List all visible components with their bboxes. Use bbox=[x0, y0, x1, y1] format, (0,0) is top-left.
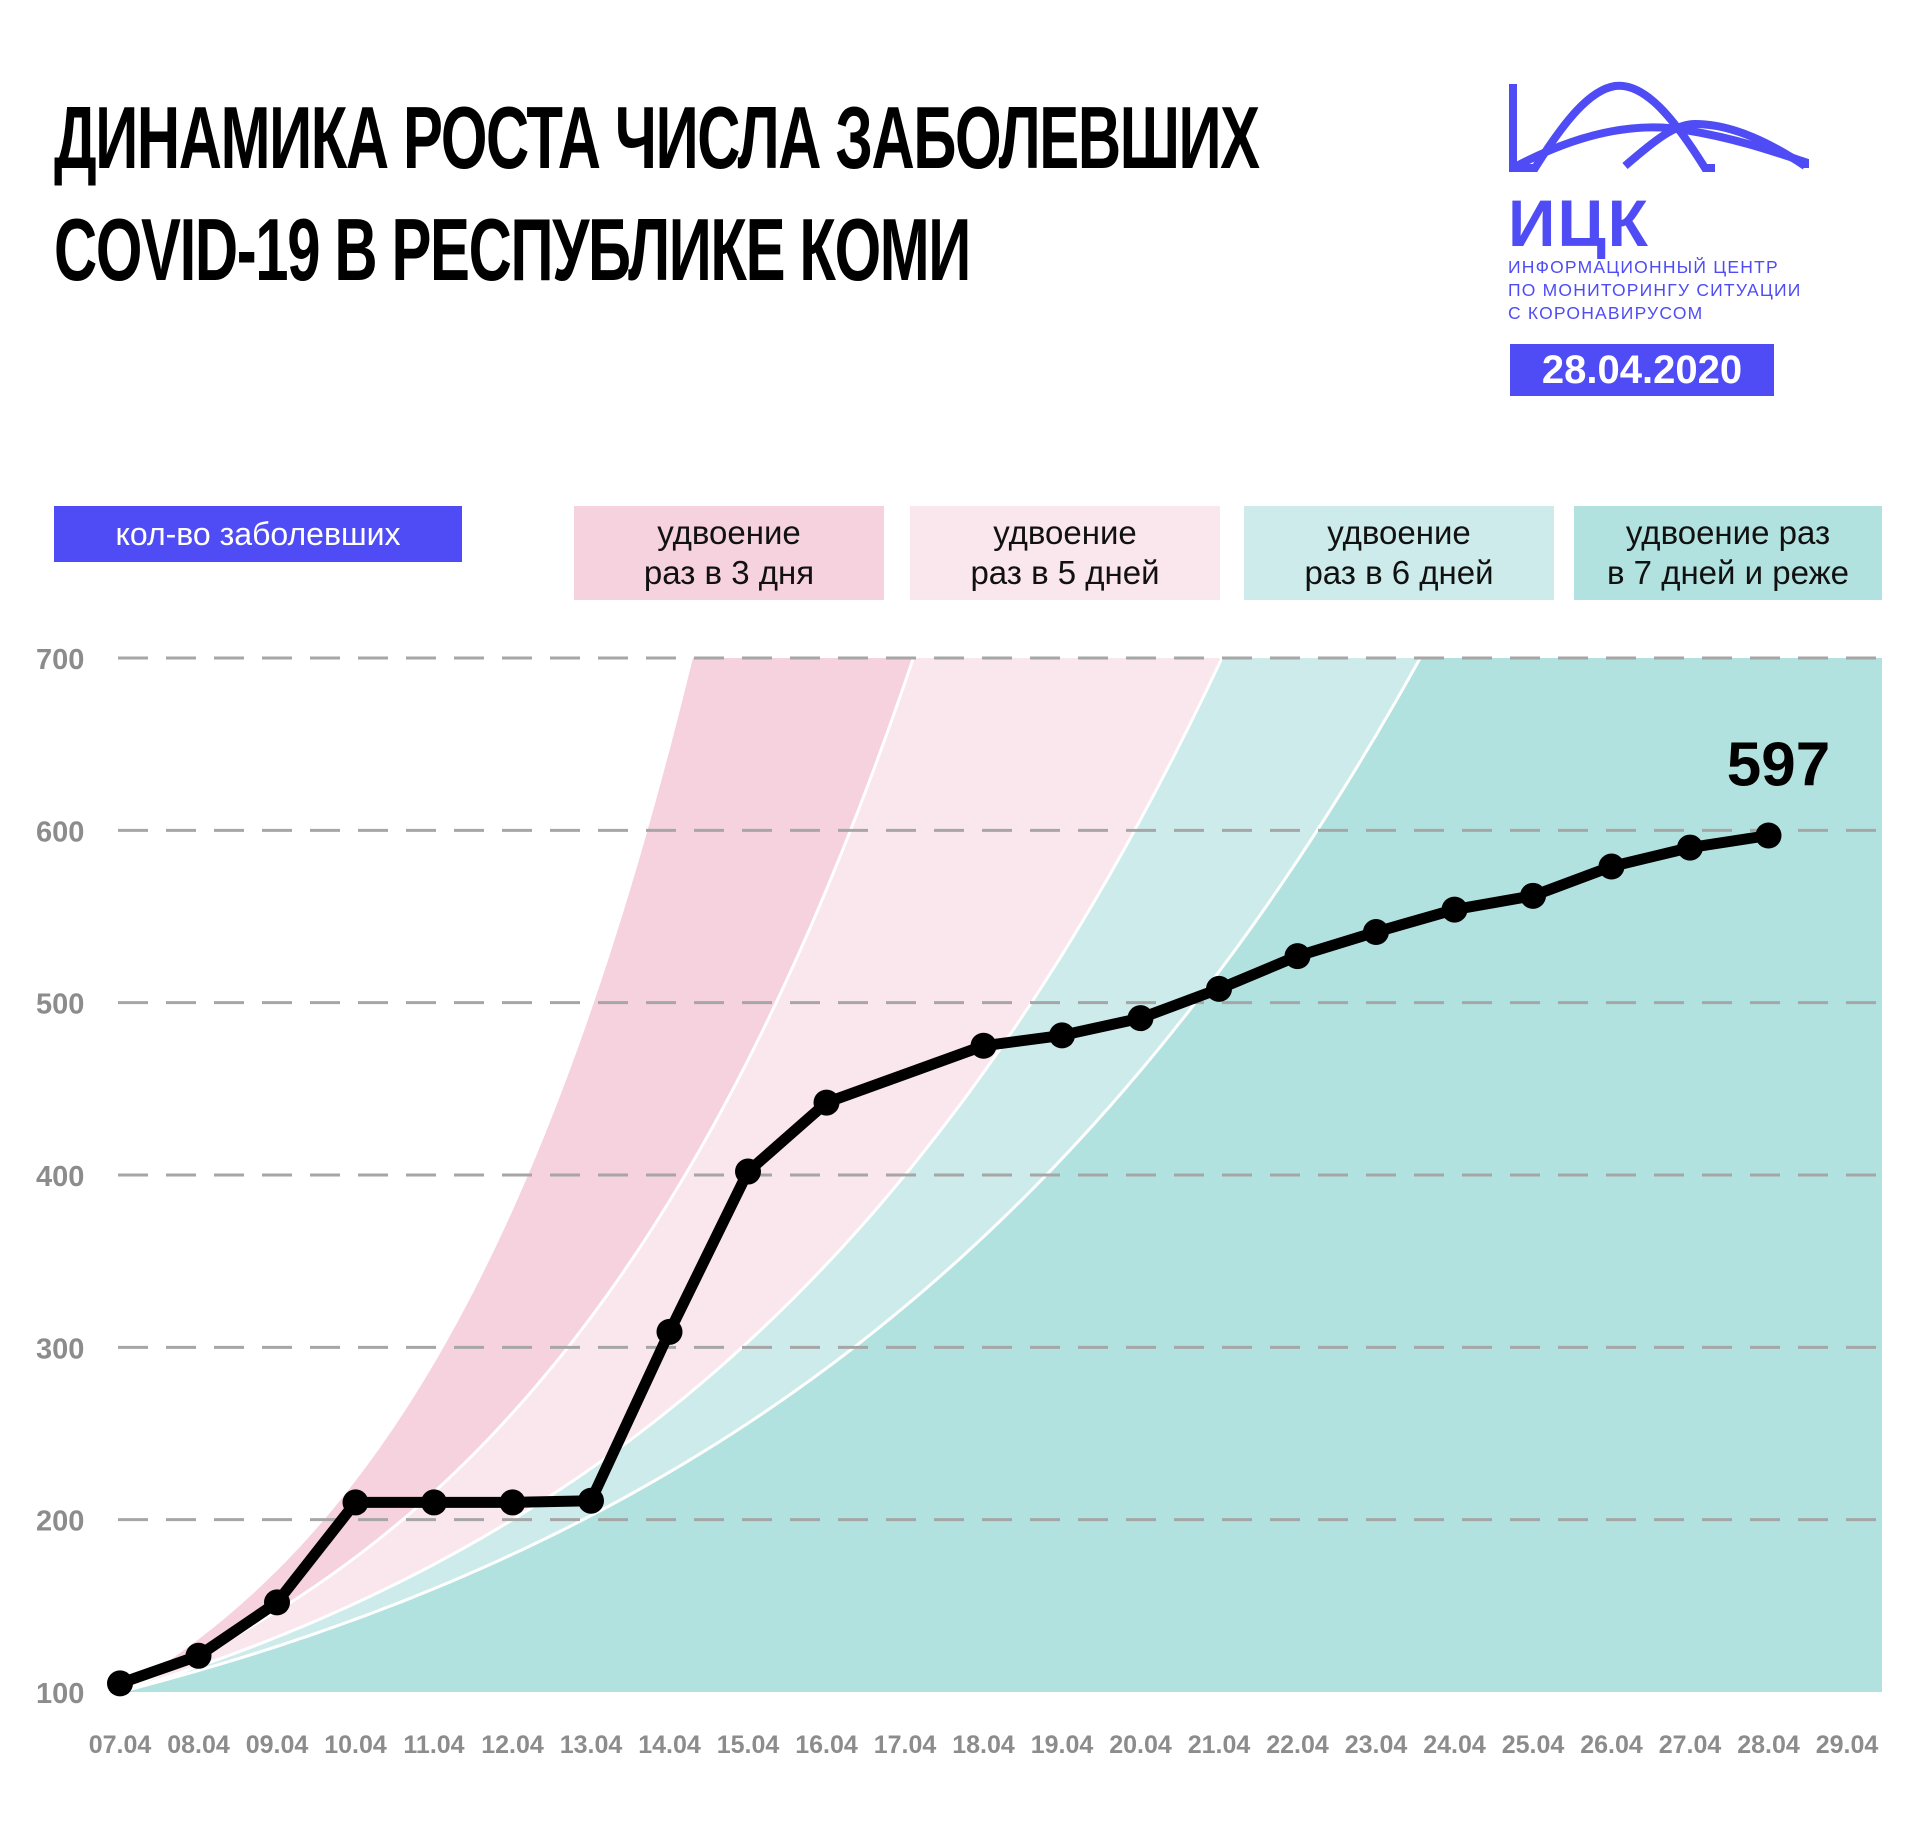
band-edge-6 bbox=[120, 658, 1224, 1692]
y-tick-label: 100 bbox=[36, 1678, 84, 1710]
x-tick-label: 11.04 bbox=[403, 1731, 464, 1759]
band-5-days bbox=[120, 658, 1222, 1692]
x-tick-label: 09.04 bbox=[246, 1731, 309, 1759]
legend-band-6-line-2: раз в 6 дней bbox=[1304, 554, 1494, 591]
x-tick-label: 24.04 bbox=[1423, 1731, 1486, 1759]
legend-band-7-days: удвоение раз в 7 дней и реже bbox=[1574, 506, 1882, 600]
logo-text-line-1: ИНФОРМАЦИОННЫЙ ЦЕНТР bbox=[1508, 257, 1779, 277]
data-point bbox=[970, 1032, 997, 1059]
legend-case-count: кол-во заболевших bbox=[54, 506, 462, 562]
data-point bbox=[264, 1589, 290, 1616]
x-tick-label: 10.04 bbox=[324, 1731, 387, 1759]
doubling-bands bbox=[120, 658, 1882, 1692]
x-tick-label: 17.04 bbox=[874, 1731, 937, 1759]
data-point bbox=[1755, 822, 1782, 849]
last-value-label: 597 bbox=[1727, 731, 1830, 800]
x-tick-label: 14.04 bbox=[638, 1731, 701, 1759]
annotations: 597 bbox=[1727, 731, 1830, 800]
logo-text-line-3: С КОРОНАВИРУСОМ bbox=[1508, 303, 1704, 323]
data-point bbox=[1284, 943, 1311, 970]
x-tick-label: 13.04 bbox=[560, 1731, 623, 1759]
data-point bbox=[499, 1489, 526, 1516]
legend-band-3-line-2: раз в 3 дня bbox=[643, 554, 815, 591]
grid-lines bbox=[118, 656, 1882, 1522]
x-tick-label: 19.04 bbox=[1031, 1731, 1094, 1759]
x-tick-label: 18.04 bbox=[952, 1731, 1015, 1759]
data-point bbox=[342, 1489, 369, 1516]
data-point bbox=[1363, 919, 1389, 946]
x-tick-label: 22.04 bbox=[1266, 1731, 1329, 1759]
data-point bbox=[656, 1318, 683, 1345]
legend-band-6-line-1: удвоение bbox=[1327, 514, 1471, 551]
data-point bbox=[1677, 834, 1703, 861]
y-tick-label: 300 bbox=[36, 1333, 84, 1365]
band-edge-5 bbox=[120, 658, 915, 1692]
y-tick-label: 600 bbox=[36, 816, 84, 848]
x-tick-label: 12.04 bbox=[481, 1731, 544, 1759]
legend-band-7-line-1: удвоение раз bbox=[1625, 514, 1831, 551]
data-point bbox=[813, 1089, 840, 1116]
logo-text-line-2: ПО МОНИТОРИНГУ СИТУАЦИИ bbox=[1508, 280, 1802, 300]
x-tick-label: 23.04 bbox=[1345, 1731, 1408, 1759]
x-tick-label: 25.04 bbox=[1502, 1731, 1565, 1759]
legend-band-5-days: удвоение раз в 5 дней bbox=[910, 506, 1220, 600]
y-tick-label: 400 bbox=[36, 1161, 84, 1193]
legend-band-6-days: удвоение раз в 6 дней bbox=[1244, 506, 1554, 600]
x-tick-label: 07.04 bbox=[89, 1731, 152, 1759]
band-edge-7 bbox=[120, 658, 1422, 1692]
title-line-2: COVID-19 В РЕСПУБЛИКЕ КОМИ bbox=[54, 200, 971, 299]
legend-band-5-line-2: раз в 5 дней bbox=[970, 554, 1160, 591]
x-tick-label: 16.04 bbox=[795, 1731, 858, 1759]
x-tick-label: 29.04 bbox=[1816, 1731, 1879, 1759]
legend-band-3-days: удвоение раз в 3 дня bbox=[574, 506, 884, 600]
date-badge: 28.04.2020 bbox=[1510, 344, 1774, 396]
y-tick-label: 500 bbox=[36, 989, 84, 1021]
data-point bbox=[735, 1158, 761, 1185]
x-tick-label: 27.04 bbox=[1659, 1731, 1722, 1759]
x-tick-label: 26.04 bbox=[1580, 1731, 1643, 1759]
data-point bbox=[1127, 1005, 1154, 1032]
series-line bbox=[107, 822, 1782, 1697]
data-point bbox=[1049, 1022, 1075, 1049]
data-point bbox=[1206, 975, 1232, 1002]
legend-band-7-line-2: в 7 дней и реже bbox=[1606, 554, 1850, 591]
data-point bbox=[578, 1487, 604, 1514]
band-6-days bbox=[120, 658, 1421, 1692]
x-tick-label: 15.04 bbox=[717, 1731, 780, 1759]
y-tick-label: 200 bbox=[36, 1506, 84, 1538]
legend-band-3-line-1: удвоение bbox=[657, 514, 801, 551]
y-tick-label: 700 bbox=[36, 644, 84, 676]
legend-band-5-line-1: удвоение bbox=[993, 514, 1137, 551]
logo-abbreviation: ИЦК bbox=[1508, 186, 1650, 260]
data-point bbox=[1598, 853, 1625, 880]
x-tick-label: 20.04 bbox=[1109, 1731, 1172, 1759]
x-tick-label: 08.04 bbox=[167, 1731, 230, 1759]
data-point bbox=[185, 1642, 212, 1669]
data-point bbox=[1520, 882, 1546, 909]
y-axis-ticks: 100 200 300 400 500 600 700 bbox=[36, 644, 84, 1710]
ick-logo-icon bbox=[1509, 81, 1809, 172]
data-point bbox=[1441, 896, 1468, 923]
x-tick-label: 21.04 bbox=[1188, 1731, 1251, 1759]
x-axis-ticks: 07.04 08.04 09.04 10.04 11.04 12.04 13.04 14.04… bbox=[89, 1731, 1879, 1759]
data-point bbox=[421, 1489, 447, 1516]
band-3-days bbox=[120, 658, 914, 1692]
data-point bbox=[107, 1670, 133, 1697]
x-tick-label: 28.04 bbox=[1737, 1731, 1800, 1759]
